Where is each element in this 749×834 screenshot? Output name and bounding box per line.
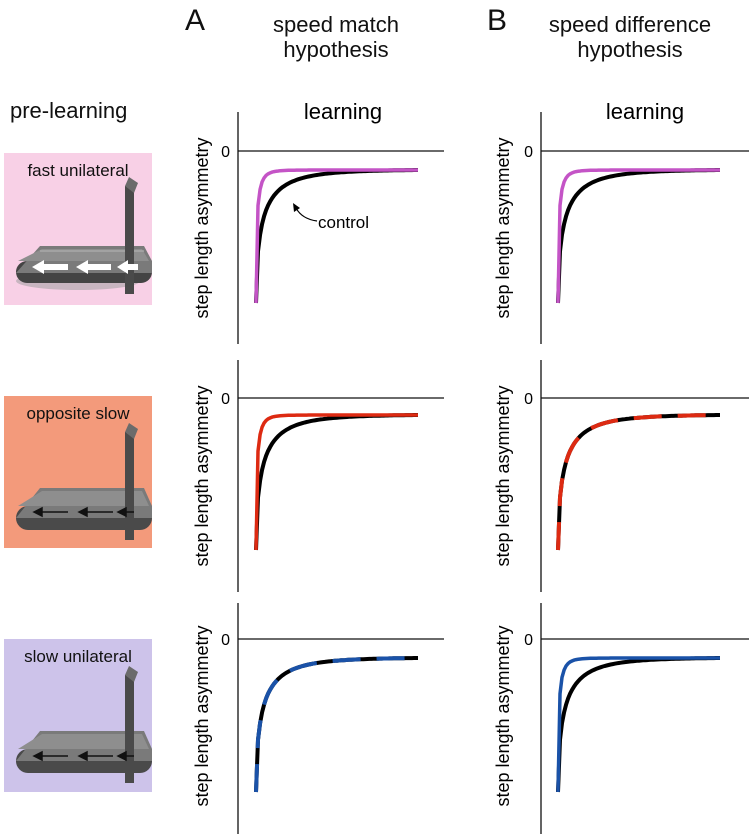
panel-a-slow-unilateral: step length asymmetry 0 [192,603,444,834]
panel-header-learning: learning [606,99,684,124]
control-annotation: control [318,213,369,232]
column-b-title: speed difference hypothesis [510,12,749,62]
column-a-title-line2: hypothesis [283,37,389,62]
y-axis-label: step length asymmetry [493,625,513,806]
panel-a-fast-unilateral: step length asymmetry 0 control [192,112,444,344]
control-curve [556,168,720,304]
zero-tick-label: 0 [221,391,230,408]
y-axis-label: step length asymmetry [493,385,513,566]
control-curve [556,413,720,551]
column-b-letter: B [487,4,508,37]
condition-label: opposite slow [26,404,130,423]
panel-b-opposite-slow: step length asymmetry 0 [493,360,749,592]
zero-tick-label: 0 [221,632,230,649]
condition-label: fast unilateral [27,161,129,180]
treadmill-icon [16,423,152,540]
zero-tick-label: 0 [524,391,533,408]
control-curve [254,656,418,793]
condition-curve [556,656,720,793]
condition-curve [254,656,418,793]
panel-a-opposite-slow: step length asymmetry 0 [192,360,444,592]
control-curve [556,656,720,793]
panel-b-slow-unilateral: step length asymmetry 0 [493,603,749,834]
condition-box-opposite-slow: opposite slow [4,396,152,548]
zero-tick-label: 0 [524,632,533,649]
condition-box-slow-unilateral: slow unilateral [4,639,152,792]
control-curve [254,413,418,551]
condition-curve [254,413,418,551]
column-a-title-line1: speed match [273,12,399,37]
condition-label: slow unilateral [24,647,132,666]
treadmill-icon [16,177,152,294]
condition-box-fast-unilateral: fast unilateral [4,153,152,305]
panel-b-fast-unilateral: step length asymmetry 0 [493,112,749,344]
panel-header-learning: learning [304,99,382,124]
y-axis-label: step length asymmetry [192,625,212,806]
y-axis-label: step length asymmetry [192,137,212,318]
column-a-title: speed match hypothesis [216,12,456,62]
y-axis-label: step length asymmetry [192,385,212,566]
column-b-title-line1: speed difference [548,12,712,37]
zero-tick-label: 0 [524,144,533,161]
condition-curve [254,168,418,304]
y-axis-label: step length asymmetry [493,137,513,318]
annotation-arrowhead [293,203,300,212]
control-curve [254,168,418,304]
column-b-title-line2: hypothesis [577,37,683,62]
column-a-letter: A [185,4,206,37]
condition-curve [556,168,720,304]
annotation-arrow [295,207,318,222]
zero-tick-label: 0 [221,144,230,161]
row-header-pre-learning: pre-learning [10,98,128,123]
condition-curve [556,413,720,551]
treadmill-icon [16,666,152,783]
